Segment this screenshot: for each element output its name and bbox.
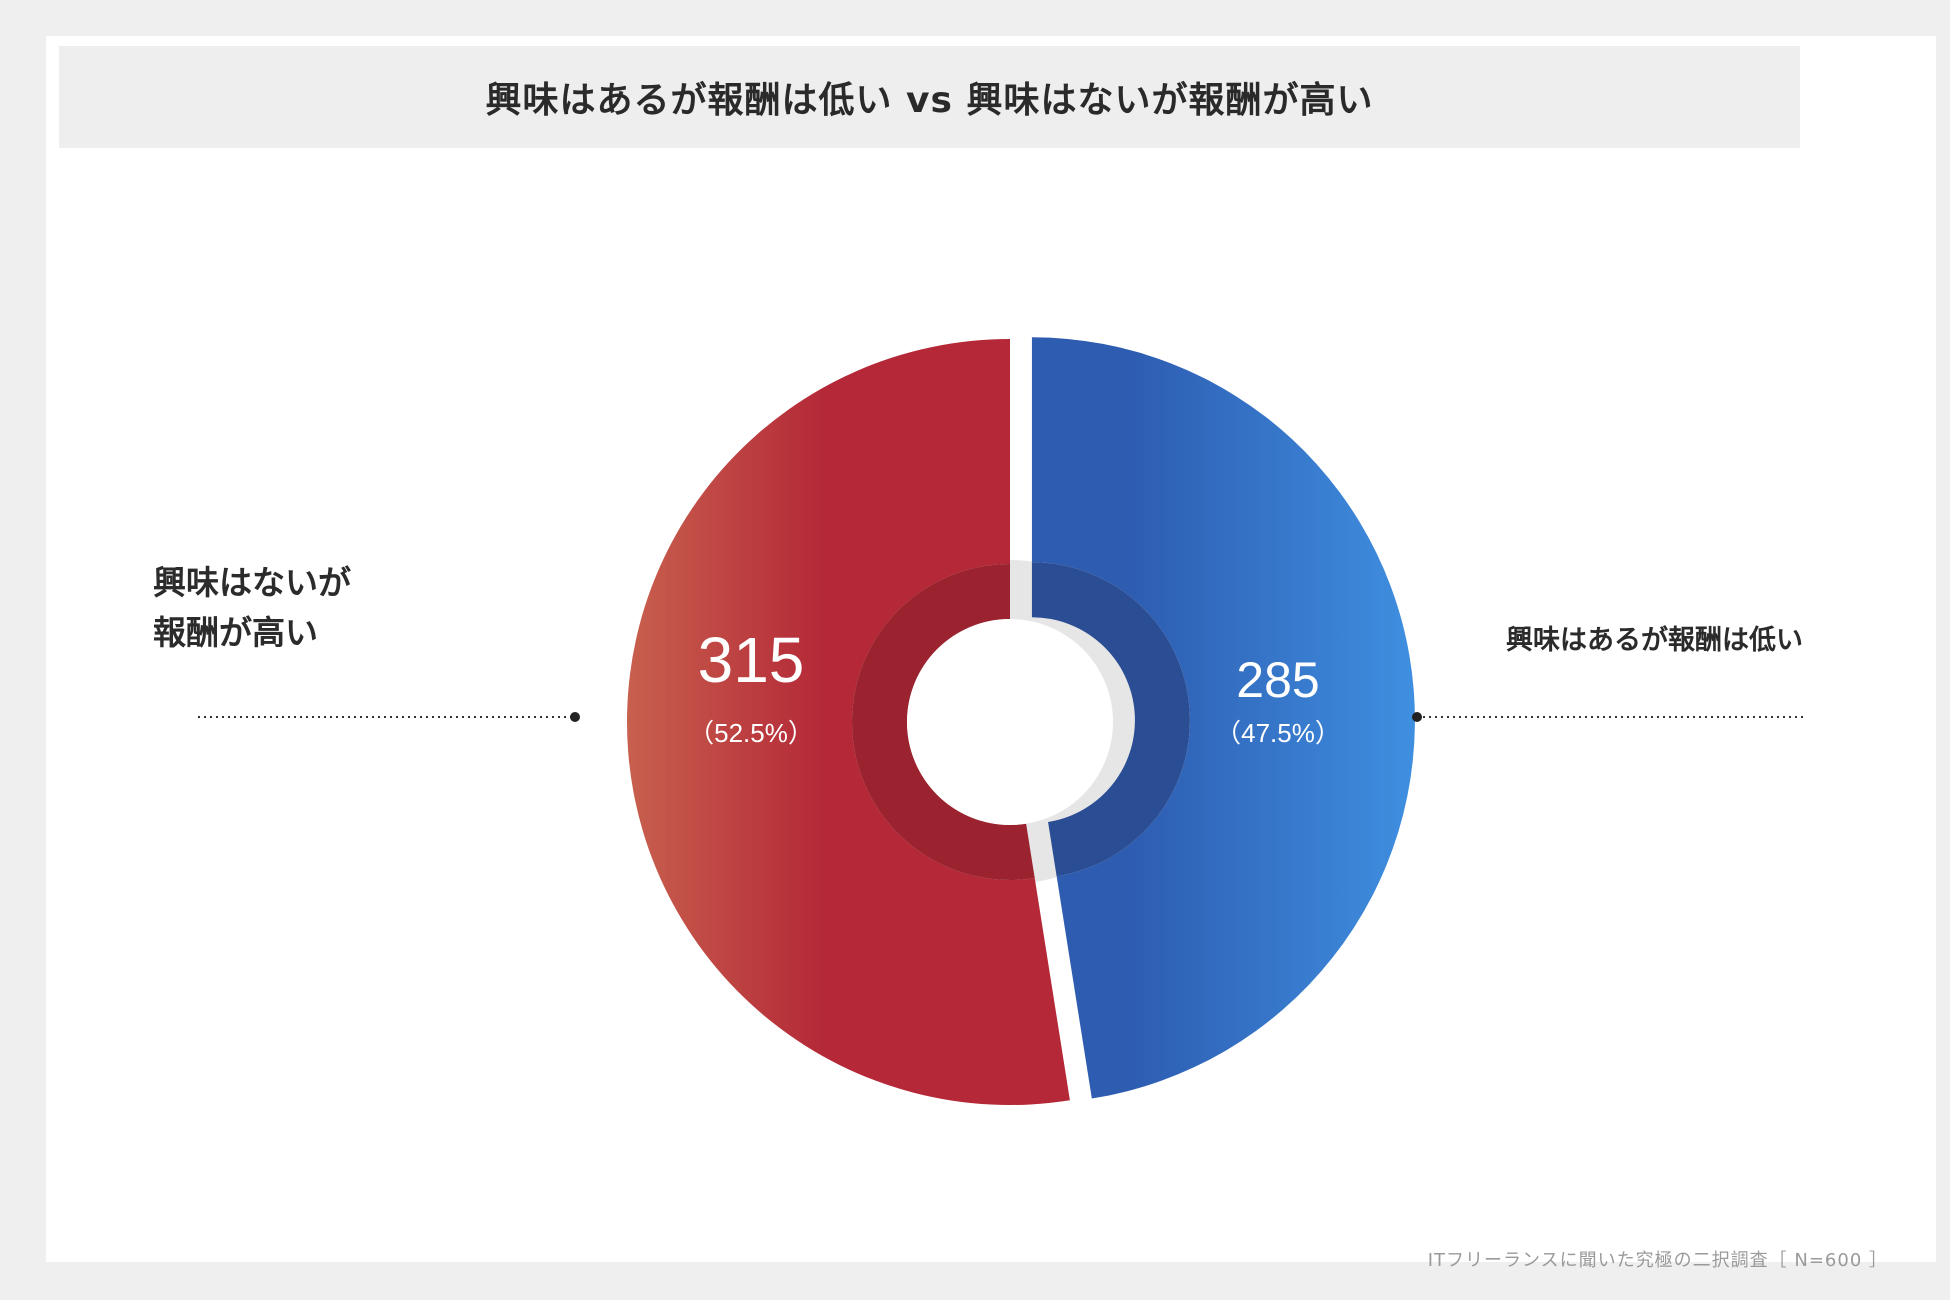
legend-label-left-line-1: 興味はないが (153, 563, 351, 602)
labels-layer: 315 （52.5%） 285 （47.5%） (688, 624, 1341, 748)
center-hole (907, 619, 1113, 825)
leader-dot-0 (570, 712, 580, 722)
pie-slice-0 (627, 339, 1070, 1105)
pie-inner-ring-1 (1031, 562, 1190, 877)
slices-layer (627, 337, 1415, 1105)
legend-label-right-line-1: 興味はあるが報酬は低い (1506, 625, 1803, 656)
slice-value-label-1: 285 (1236, 652, 1319, 708)
slice-value-label-0: 315 (698, 624, 805, 696)
pie-inner-ring-0 (852, 564, 1035, 880)
footer-note: ITフリーランスに聞いた究極の二択調査［ N=600 ］ (1427, 1250, 1888, 1271)
legend-label-right: 興味はあるが報酬は低い (1506, 618, 1803, 657)
leaders-layer (198, 712, 1803, 722)
chart-title: 興味はあるが報酬は低い vs 興味はないが報酬が高い (485, 80, 1374, 121)
slice-percent-label-1: （47.5%） (1215, 718, 1341, 748)
pie-slice-1 (1031, 337, 1415, 1099)
title-bar: 興味はあるが報酬は低い vs 興味はないが報酬が高い (59, 46, 1800, 148)
leader-dot-1 (1412, 712, 1422, 722)
legend-label-left: 興味はないが 報酬が高い (153, 558, 351, 658)
legend-label-left-line-2: 報酬が高い (153, 613, 318, 652)
slice-percent-label-0: （52.5%） (688, 718, 814, 748)
